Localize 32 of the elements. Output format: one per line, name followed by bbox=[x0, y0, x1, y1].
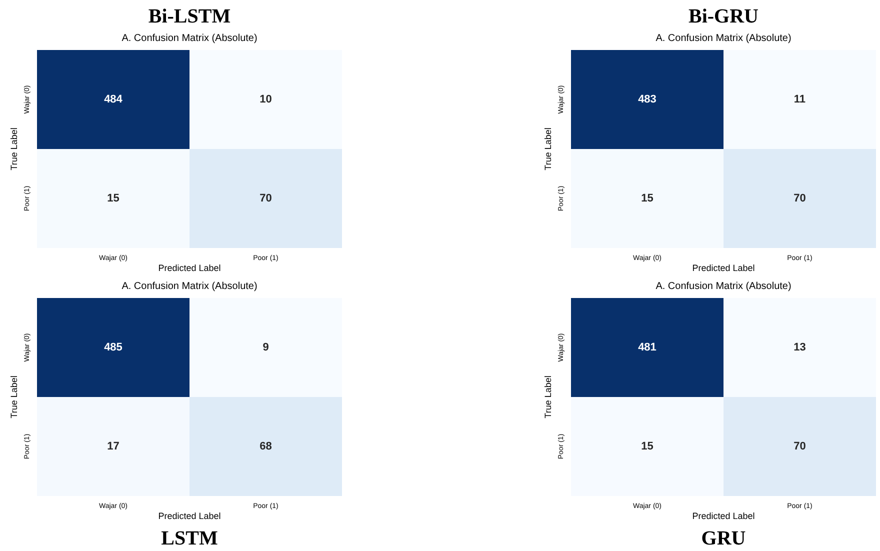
data-label: 483 bbox=[638, 93, 656, 106]
x-axis-title: Predicted Label bbox=[158, 263, 221, 273]
x-axis-title: Predicted Label bbox=[692, 511, 755, 521]
data-label: 484 bbox=[104, 93, 124, 106]
data-label: 15 bbox=[107, 192, 120, 204]
text: LSTM bbox=[161, 528, 218, 550]
y-axis-title: True Label bbox=[9, 376, 19, 418]
chart-title: Bi-GRU bbox=[688, 6, 758, 28]
y-axis-title: True Label bbox=[543, 376, 553, 418]
data-label: 15 bbox=[641, 440, 654, 452]
data-label: 481 bbox=[638, 341, 656, 354]
y-axis-title: True Label bbox=[9, 128, 19, 170]
data-label: 68 bbox=[260, 440, 272, 452]
chart-subtitle: A. Confusion Matrix (Absolute) bbox=[656, 33, 792, 44]
data-label: 13 bbox=[794, 341, 806, 354]
data-label: 10 bbox=[260, 93, 272, 106]
data-label: 11 bbox=[794, 93, 806, 106]
x-axis-title: Predicted Label bbox=[158, 511, 221, 521]
chart-subtitle: A. Confusion Matrix (Absolute) bbox=[122, 33, 258, 44]
data-label: 70 bbox=[794, 192, 806, 204]
chart-title: Bi-LSTM bbox=[148, 6, 231, 28]
data-label: 15 bbox=[641, 192, 654, 204]
x-axis-title: Predicted Label bbox=[692, 263, 755, 273]
y-axis-title: True Label bbox=[543, 128, 553, 170]
chart-subtitle: A. Confusion Matrix (Absolute) bbox=[122, 281, 258, 292]
data-label: 70 bbox=[260, 192, 272, 204]
data-label: 9 bbox=[262, 341, 269, 354]
chart-subtitle: A. Confusion Matrix (Absolute) bbox=[656, 281, 792, 292]
data-label: 70 bbox=[794, 440, 806, 452]
data-label: 485 bbox=[104, 341, 122, 354]
text: GRU bbox=[701, 528, 746, 550]
data-label: 17 bbox=[107, 440, 120, 452]
